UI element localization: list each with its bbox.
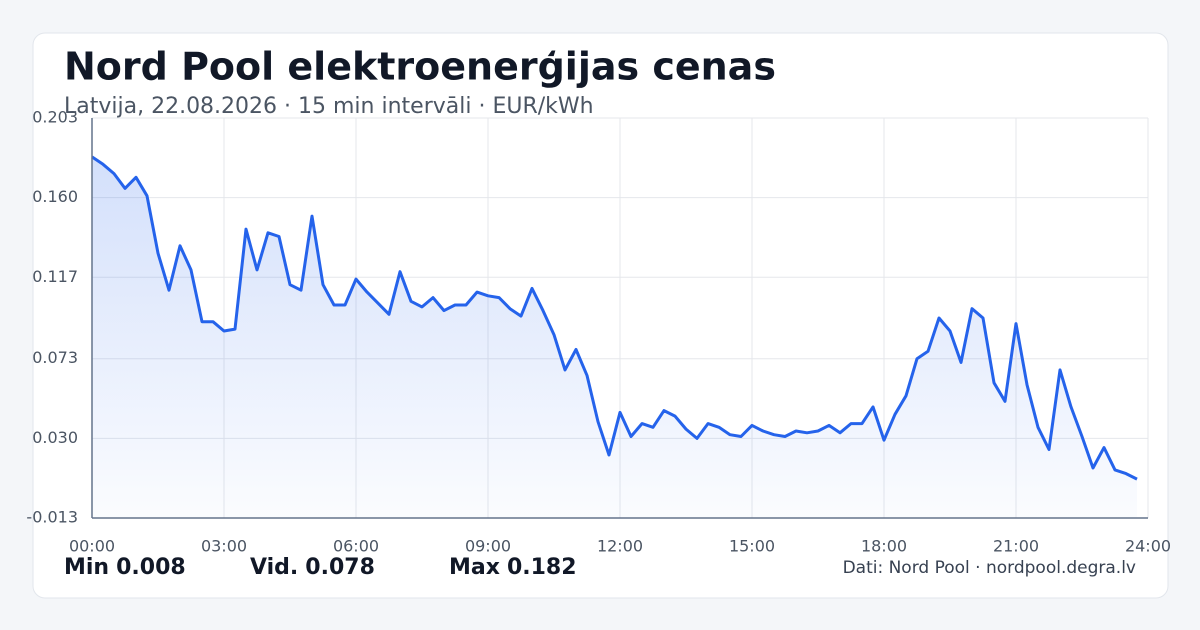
stat-label: Vid.: [250, 555, 298, 580]
stat: Min 0.008: [64, 555, 186, 580]
x-tick-label: 15:00: [729, 537, 775, 556]
stat-label: Min: [64, 555, 109, 580]
stat: Vid. 0.078: [250, 555, 375, 580]
chart-subtitle: Latvija, 22.08.2026 · 15 min intervāli ·…: [64, 94, 594, 119]
x-tick-label: 06:00: [333, 537, 379, 556]
y-tick-label: -0.013: [26, 508, 78, 527]
x-tick-label: 18:00: [861, 537, 907, 556]
chart-title: Nord Pool elektroenerģijas cenas: [64, 45, 776, 89]
stat-value: 0.008: [116, 555, 186, 580]
x-tick-label: 03:00: [201, 537, 247, 556]
x-tick-label: 00:00: [69, 537, 115, 556]
stat: Max 0.182: [449, 555, 577, 580]
x-tick-label: 21:00: [993, 537, 1039, 556]
y-tick-label: 0.160: [32, 187, 78, 206]
stat-label: Max: [449, 555, 500, 580]
source: Dati: Nord Pool · nordpool.degra.lv: [843, 558, 1136, 578]
y-tick-label: 0.203: [32, 108, 78, 127]
x-tick-label: 12:00: [597, 537, 643, 556]
y-tick-label: 0.117: [32, 267, 78, 286]
area: [92, 156, 1137, 518]
line: [91, 155, 1138, 481]
x-tick-label: 09:00: [465, 537, 511, 556]
y-tick-label: 0.073: [32, 348, 78, 367]
x-tick-label: 24:00: [1125, 537, 1171, 556]
stat-value: 0.182: [507, 555, 577, 580]
stat-value: 0.078: [305, 555, 375, 580]
y-tick-label: 0.030: [32, 428, 78, 447]
